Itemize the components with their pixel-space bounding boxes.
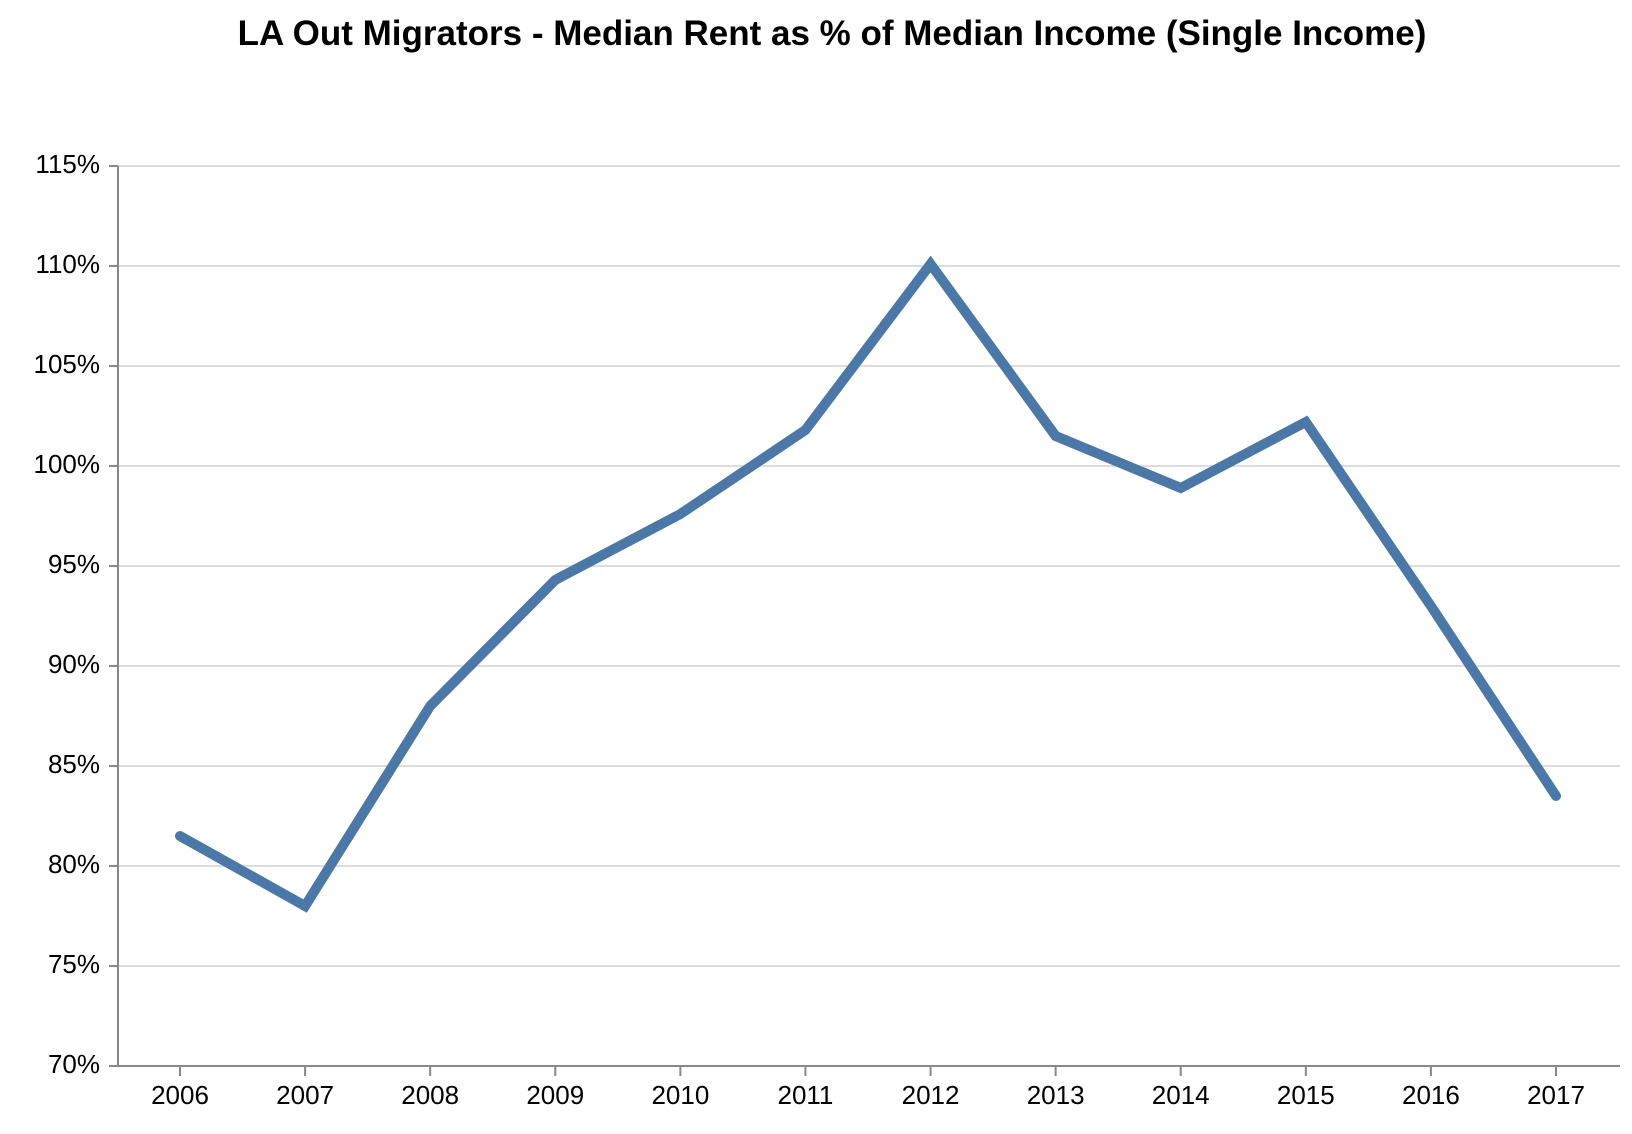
data-point [1301,418,1310,426]
y-tick-label: 115% [35,149,100,179]
data-point [301,902,310,910]
data-point [926,260,935,268]
y-tick-label: 80% [48,849,100,879]
series-layer [175,255,1561,913]
data-point [426,702,435,710]
x-tick-label: 2011 [777,1080,833,1110]
y-tick-label: 75% [48,949,100,979]
y-tick-label: 110% [35,249,100,279]
y-tick-label: 95% [48,549,100,579]
x-tick-label: 2006 [151,1080,209,1110]
y-tick-label: 85% [48,749,100,779]
y-tick-label: 100% [34,449,101,479]
data-point [1552,792,1560,800]
y-axis-ticks: 70% 75% 80% 85% 90% 95% 100% 105% 110% 115% [34,149,101,1079]
data-point [176,832,184,840]
data-point [801,426,810,434]
x-tick-label: 2009 [526,1080,584,1110]
y-tick-label: 105% [34,349,101,379]
data-point [1051,432,1060,440]
x-tick-label: 2008 [401,1080,459,1110]
y-tick-label: 70% [48,1049,100,1079]
chart-title: LA Out Migrators - Median Rent as % of M… [237,14,1427,53]
x-tick-label: 2010 [651,1080,709,1110]
x-tick-label: 2017 [1527,1080,1585,1110]
data-point [1426,602,1435,610]
x-tick-label: 2012 [902,1080,960,1110]
data-point [551,576,560,584]
x-tick-label: 2015 [1277,1080,1335,1110]
y-tick-label: 90% [48,649,100,679]
axes [109,165,1620,1076]
x-tick-label: 2016 [1402,1080,1460,1110]
x-axis-ticks: 2006 2007 2008 2009 2010 2011 2012 2013 2014 2015… [151,1080,1585,1110]
data-point [676,510,685,518]
x-tick-label: 2007 [276,1080,334,1110]
x-tick-label: 2013 [1027,1080,1085,1110]
x-tick-label: 2014 [1152,1080,1210,1110]
gridlines [118,165,1620,1067]
series-line [175,255,1561,913]
data-point [1176,484,1185,492]
